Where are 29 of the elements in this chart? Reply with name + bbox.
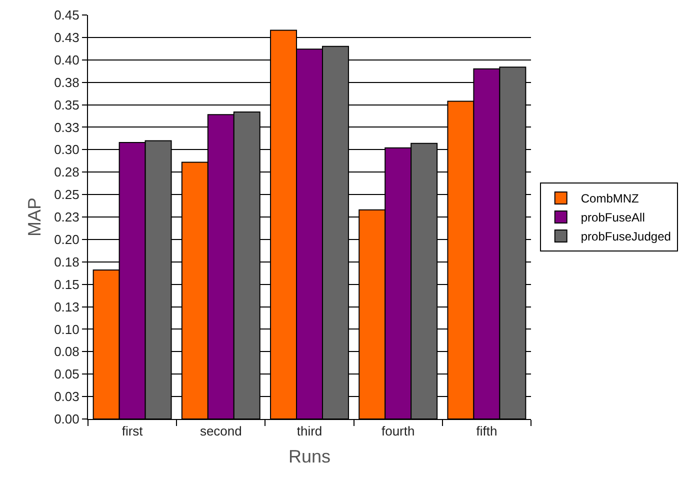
x-tick-label: first — [122, 424, 144, 439]
y-tick-label: 0.28 — [54, 164, 80, 180]
y-tick-label: 0.00 — [54, 412, 80, 427]
y-tick-label: 0.33 — [54, 120, 80, 135]
y-tick-label: 0.13 — [54, 299, 80, 314]
y-tick-label: 0.45 — [54, 8, 80, 23]
y-tick-label: 0.18 — [54, 254, 80, 270]
x-axis-title: Runs — [288, 446, 331, 467]
y-tick-label: 0.23 — [54, 210, 80, 225]
y-tick-label: 0.30 — [54, 142, 80, 158]
y-tick-label: 0.40 — [54, 52, 80, 68]
y-tick-label: 0.25 — [54, 187, 80, 202]
y-tick-label: 0.03 — [54, 389, 80, 404]
y-tick-label: 0.05 — [54, 366, 80, 382]
y-tick-label: 0.43 — [54, 30, 80, 45]
y-axis-title: MAP — [24, 197, 44, 237]
x-tick-label: fifth — [476, 424, 498, 439]
y-tick-label: 0.38 — [54, 74, 80, 90]
legend-label: probFuseJudged — [580, 230, 671, 244]
y-tick-label: 0.08 — [54, 344, 80, 360]
y-tick-label: 0.10 — [54, 322, 80, 337]
legend-label: CombMNZ — [580, 192, 639, 206]
y-tick-label: 0.20 — [54, 232, 80, 247]
y-tick-label: 0.15 — [54, 276, 80, 292]
x-tick-label: fourth — [381, 424, 415, 439]
y-tick-label: 0.35 — [54, 97, 80, 112]
x-tick-label: third — [296, 424, 322, 439]
x-tick-label: second — [200, 424, 242, 439]
legend-label: probFuseAll — [580, 210, 645, 225]
